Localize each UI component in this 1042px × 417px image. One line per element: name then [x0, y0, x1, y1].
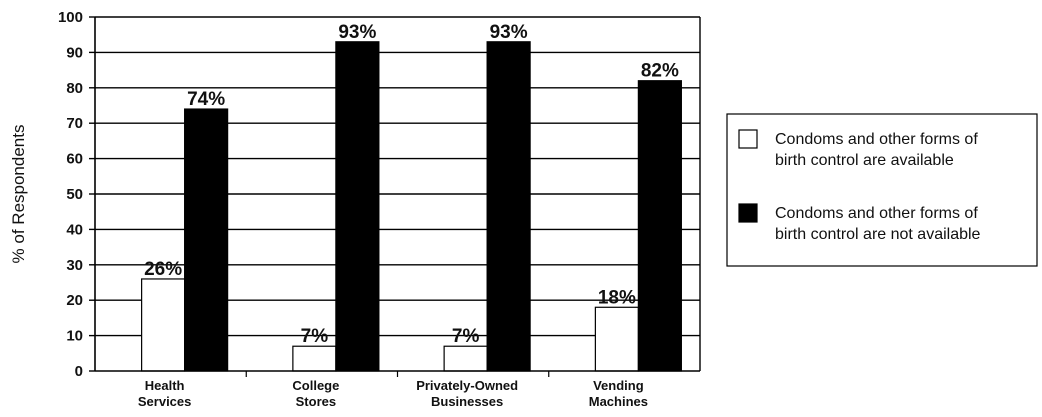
legend-label: Condoms and other forms of — [775, 131, 978, 148]
y-tick-label: 10 — [66, 328, 83, 345]
y-tick-label: 20 — [66, 292, 83, 309]
legend-swatch-available — [738, 129, 758, 149]
bar-available — [443, 345, 488, 372]
legend-box — [726, 113, 1038, 267]
bar-not-available — [486, 41, 531, 372]
y-tick-label: 40 — [66, 221, 83, 238]
data-label: 26% — [144, 259, 182, 280]
plot-frame — [94, 17, 701, 372]
legend-label: Condoms and other forms of — [775, 205, 978, 222]
x-tick-label: Stores — [296, 394, 336, 409]
data-label: 93% — [490, 22, 528, 43]
x-tick-label: Health — [145, 378, 185, 393]
y-tick-label: 80 — [66, 80, 83, 97]
y-tick-label: 100 — [58, 9, 83, 26]
legend-label: birth control are available — [775, 152, 954, 169]
x-tick-label: Businesses — [431, 394, 503, 409]
y-axis-title: % of Respondents — [9, 125, 28, 264]
bar-not-available — [335, 41, 380, 372]
x-tick-label: Machines — [589, 394, 648, 409]
x-tick-label: College — [292, 378, 339, 393]
data-label: 74% — [187, 89, 225, 110]
data-label: 82% — [641, 61, 679, 82]
value-labels: 26% 74% 7% 93% 7% 93% 18% 82% — [144, 22, 679, 347]
bar-not-available — [637, 80, 682, 372]
legend: Condoms and other forms of birth control … — [726, 113, 1038, 267]
x-tick-label: Services — [138, 394, 192, 409]
legend-swatch-not-available — [738, 203, 758, 223]
data-label: 7% — [452, 326, 480, 347]
bar-available — [292, 345, 337, 372]
y-tick-label: 90 — [66, 44, 83, 61]
x-tick-label: Vending — [593, 378, 644, 393]
y-tick-label: 0 — [75, 363, 83, 380]
y-tick-label: 50 — [66, 186, 83, 203]
y-tick-label: 60 — [66, 151, 83, 168]
y-tick-label: 70 — [66, 115, 83, 132]
y-axis: 0 10 20 30 40 50 60 70 80 90 100 — [58, 9, 95, 380]
data-label: 7% — [301, 326, 329, 347]
legend-label: birth control are not available — [775, 226, 981, 243]
bar-available — [594, 306, 639, 372]
data-label: 18% — [598, 287, 636, 308]
bar-available — [141, 278, 186, 372]
y-tick-label: 30 — [66, 257, 83, 274]
bar-not-available — [184, 108, 229, 372]
data-label: 93% — [338, 22, 376, 43]
x-tick-label: Privately-Owned — [416, 378, 518, 393]
